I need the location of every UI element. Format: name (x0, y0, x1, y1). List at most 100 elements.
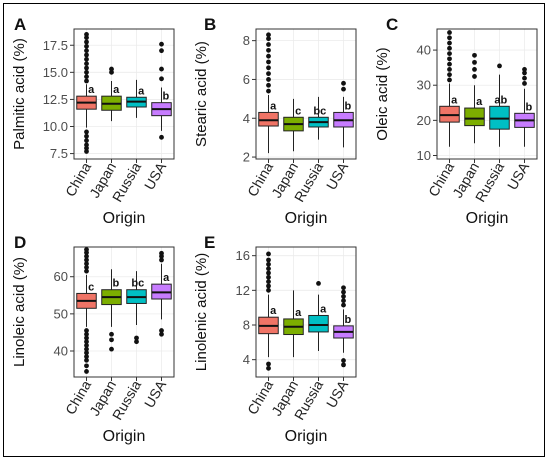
panel-label: A (14, 15, 26, 34)
box-japan: c (283, 98, 304, 152)
significance-letter: a (320, 303, 327, 315)
box-russia: ab (489, 63, 510, 147)
outlier-point (84, 328, 89, 333)
y-axis-title: Oleic acid (%) (374, 47, 391, 140)
y-tick-label: 8 (243, 318, 250, 333)
outlier-point (266, 270, 271, 276)
outlier-point (497, 63, 502, 69)
outlier-point (266, 65, 271, 71)
outlier-point (84, 247, 89, 253)
significance-letter: a (270, 305, 277, 317)
significance-letter: b (113, 278, 120, 290)
outlier-point (266, 266, 271, 272)
outlier-point (84, 346, 89, 352)
plot-frame (436, 28, 538, 160)
outlier-point (84, 335, 89, 341)
y-tick-label: 30 (417, 78, 431, 93)
y-tick-label: 12 (236, 283, 250, 298)
outlier-point (341, 294, 346, 299)
outlier-point (266, 71, 271, 77)
box-japan: a (464, 52, 485, 144)
outlier-point (266, 59, 271, 65)
significance-letter: c (88, 281, 94, 293)
outlier-point (266, 36, 271, 42)
box-japan: a (101, 66, 122, 122)
outlier-point (159, 41, 164, 47)
outlier-point (341, 86, 346, 92)
outlier-point (84, 129, 89, 135)
significance-letter: a (138, 85, 145, 97)
y-axis-title: Linolenic acid (%) (193, 253, 210, 371)
x-axis-title: Origin (103, 428, 146, 445)
outlier-point (84, 343, 89, 348)
significance-letter: b (526, 101, 533, 113)
y-tick-label: 4 (243, 352, 250, 367)
outlier-point (266, 261, 271, 267)
significance-letter: a (88, 84, 95, 96)
plot-frame (73, 28, 175, 160)
y-axis-title: Palmitic acid (%) (11, 38, 28, 150)
outlier-point (341, 289, 346, 295)
outlier-point (266, 42, 271, 47)
outlier-point (84, 257, 89, 263)
outlier-point (266, 53, 271, 59)
outlier-point (266, 88, 271, 94)
plot-area (255, 28, 357, 160)
outlier-point (266, 251, 271, 257)
y-tick-label: 20 (417, 113, 431, 128)
box-usa: a (151, 250, 172, 337)
outlier-point (84, 331, 89, 337)
box-japan: b (101, 269, 122, 352)
x-tick-label: USA (323, 377, 352, 411)
outlier-point (447, 61, 452, 67)
box-usa: b (514, 67, 535, 147)
outlier-point (84, 43, 89, 49)
outlier-point (84, 52, 89, 58)
outlier-point (447, 30, 452, 35)
outlier-point (84, 78, 89, 84)
y-tick-label: 10.0 (43, 119, 68, 134)
box-china: c (76, 247, 97, 374)
outlier-point (84, 74, 89, 80)
outlier-point (472, 74, 477, 79)
significance-letter: b (345, 314, 352, 326)
significance-letter: bc (131, 278, 144, 290)
outlier-point (266, 77, 271, 82)
outlier-point (266, 82, 271, 88)
plot-area (73, 246, 175, 378)
y-tick-label: 40 (54, 344, 68, 359)
outlier-point (447, 45, 452, 51)
outlier-point (341, 80, 346, 86)
outlier-point (84, 56, 89, 62)
outlier-point (159, 257, 164, 263)
box-usa: b (333, 80, 354, 148)
outlier-point (84, 354, 89, 359)
outlier-point (84, 369, 89, 374)
outlier-point (84, 357, 89, 363)
y-tick-label: 7.5 (50, 146, 68, 161)
panel-label: E (204, 233, 215, 252)
box-china: a (76, 32, 97, 154)
outlier-point (134, 339, 139, 345)
significance-letter: c (295, 105, 301, 117)
outlier-point (522, 67, 527, 72)
outlier-point (84, 339, 89, 345)
panel-label: B (204, 15, 216, 34)
plot-frame (73, 246, 175, 378)
y-tick-label: 16 (236, 248, 250, 263)
outlier-point (341, 358, 346, 363)
x-tick-label: USA (141, 159, 170, 193)
box-russia: bc (126, 271, 147, 345)
x-axis-title: Origin (466, 210, 509, 227)
plot-area (73, 28, 175, 160)
outlier-point (84, 350, 89, 356)
box-russia: a (126, 79, 147, 118)
box-china: a (258, 32, 279, 154)
y-tick-label: 2 (243, 150, 250, 165)
outlier-point (266, 257, 271, 263)
outlier-point (472, 52, 477, 58)
